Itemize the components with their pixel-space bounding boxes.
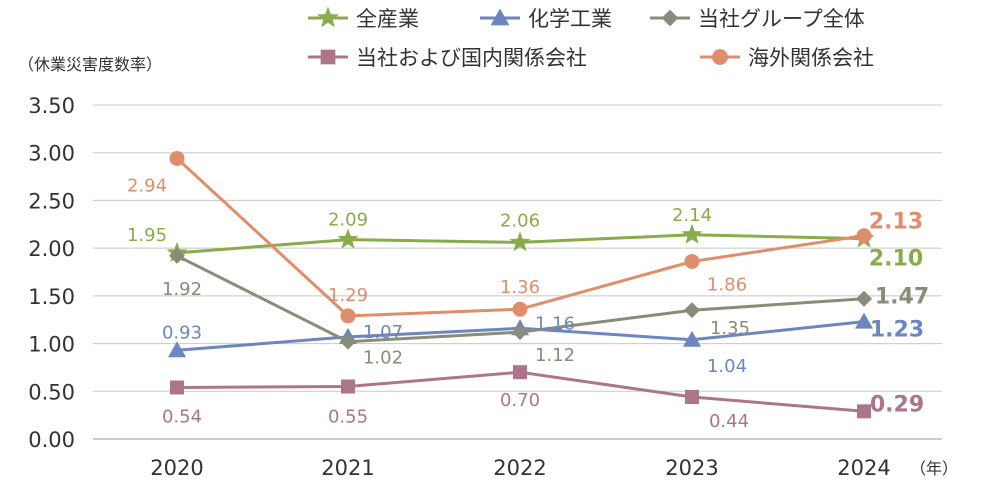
data-point xyxy=(169,150,185,166)
series-5 xyxy=(169,150,872,324)
legend-label: 化学工業 xyxy=(528,7,612,31)
data-point xyxy=(512,324,528,341)
x-axis: 2020 2021 2022 2023 2024 xyxy=(150,456,890,480)
legend-marker xyxy=(320,49,336,65)
legend-item-4: 当社および国内関係会社 xyxy=(308,46,587,70)
data-label: 0.54 xyxy=(162,406,202,427)
data-point xyxy=(337,228,359,249)
y-tick-label: 0.00 xyxy=(28,428,75,452)
data-point xyxy=(684,302,700,319)
data-label: 2.10 xyxy=(869,247,923,272)
data-point xyxy=(855,312,873,329)
data-point xyxy=(857,404,871,419)
series-3 xyxy=(169,247,872,350)
data-point xyxy=(341,379,355,394)
legend-item-3: 当社グループ全体 xyxy=(650,7,865,31)
y-tick-label: 2.00 xyxy=(28,237,75,261)
y-tick-label: 3.50 xyxy=(28,94,75,118)
data-point xyxy=(169,247,185,264)
legend-marker xyxy=(490,8,510,26)
y-tick-label: 2.50 xyxy=(28,189,75,213)
data-label: 0.44 xyxy=(709,411,749,432)
data-label: 0.29 xyxy=(870,392,924,417)
data-point xyxy=(512,301,528,317)
x-tick-label: 2023 xyxy=(665,456,718,480)
legend-marker xyxy=(661,9,679,27)
data-point xyxy=(856,228,872,244)
y-tick-label: 3.00 xyxy=(28,142,75,166)
data-label: 1.35 xyxy=(710,318,750,339)
data-point xyxy=(168,341,186,358)
legend-item-5: 海外関係会社 xyxy=(700,46,874,70)
data-point xyxy=(684,254,700,270)
data-label: 1.86 xyxy=(707,275,747,296)
legend-item-2: 化学工業 xyxy=(480,7,612,31)
data-label: 0.55 xyxy=(328,407,368,428)
data-label: 1.04 xyxy=(707,356,747,377)
data-point xyxy=(681,223,703,244)
data-label: 1.02 xyxy=(363,348,403,369)
data-label: 0.93 xyxy=(162,322,202,343)
data-label: 1.12 xyxy=(535,345,575,366)
data-label: 1.23 xyxy=(870,318,924,343)
series-group xyxy=(166,150,875,419)
data-label: 2.09 xyxy=(328,210,368,231)
legend-item-1: 全産業 xyxy=(308,6,419,31)
y-axis-label: （休業災害度数率） xyxy=(18,55,162,74)
data-label: 1.07 xyxy=(363,322,403,343)
data-point xyxy=(685,390,699,405)
legend-label: 全産業 xyxy=(356,7,419,31)
data-point xyxy=(513,365,527,380)
data-label: 1.95 xyxy=(127,225,167,246)
legend-label: 海外関係会社 xyxy=(748,46,874,70)
data-label: 1.29 xyxy=(328,285,368,306)
legend-marker xyxy=(712,49,728,65)
data-point xyxy=(683,330,701,347)
data-label: 0.70 xyxy=(500,390,540,411)
data-point xyxy=(856,290,872,307)
y-tick-label: 1.00 xyxy=(28,333,75,357)
data-label: 2.94 xyxy=(127,175,167,196)
data-labels: 1.95 2.09 2.06 2.14 2.10 0.93 1.07 1.16 1.04 1.23… xyxy=(127,175,929,432)
data-label: 1.36 xyxy=(500,277,540,298)
grid-lines xyxy=(93,104,942,440)
x-tick-label: 2024 xyxy=(837,456,890,480)
legend-label: 当社および国内関係会社 xyxy=(356,46,587,70)
data-label: 1.92 xyxy=(162,279,202,300)
x-tick-label: 2021 xyxy=(321,456,374,480)
data-label: 2.14 xyxy=(672,205,712,226)
x-axis-unit: （年） xyxy=(910,459,958,478)
series-4 xyxy=(170,365,871,419)
data-label: 2.06 xyxy=(500,210,540,231)
data-point xyxy=(509,231,531,252)
x-tick-label: 2020 xyxy=(150,456,203,480)
data-point xyxy=(340,333,356,350)
y-tick-label: 1.50 xyxy=(28,285,75,309)
data-label: 1.16 xyxy=(535,313,575,334)
data-label: 1.47 xyxy=(875,285,929,310)
y-axis: 0.00 0.50 1.00 1.50 2.00 2.50 3.00 3.50 xyxy=(28,94,75,452)
x-tick-label: 2022 xyxy=(493,456,546,480)
data-point xyxy=(170,380,184,395)
y-tick-label: 0.50 xyxy=(28,380,75,404)
legend-marker xyxy=(317,6,339,28)
data-label: 2.13 xyxy=(869,210,923,235)
data-point xyxy=(340,308,356,324)
legend-label: 当社グループ全体 xyxy=(698,7,865,31)
